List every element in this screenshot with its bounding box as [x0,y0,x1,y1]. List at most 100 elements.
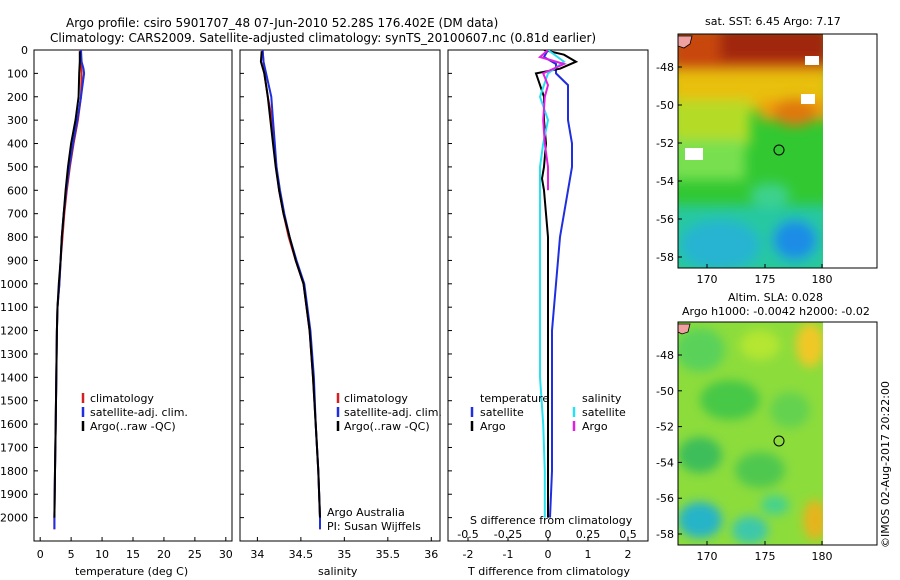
annotation-argo-australia: Argo Australia [327,506,405,519]
depth-axis: 0 100 200 300 400 500 600 700 800 900 1000 1100 1200… [0,44,452,525]
depth-tick-label: 1900 [0,488,28,501]
legend-label-argo: Argo(..raw -QC) [344,420,430,433]
annotation-pi: PI: Susan Wijffels [327,520,421,533]
sla-map-frame [677,321,878,546]
x2-tick-label: 0.5 [619,528,637,541]
map-lon-label: 170 [697,550,718,563]
header-line-2: Climatology: CARS2009. Satellite-adjuste… [50,31,596,45]
difference-salinity-axis: -0.5 -0.25 0 0.25 0.5 [457,528,636,541]
x-tick-label: 30 [219,548,233,561]
depth-tick-label: 1200 [0,325,28,338]
legend-label-satellite: satellite-adj. clim. [344,406,442,419]
series-line-argo-raw-qc- [53,51,81,518]
depth-tick-label: 1300 [0,348,28,361]
depth-tick-label: 1100 [0,301,28,314]
map-lat-label: -56 [656,213,674,226]
difference-xlabel-salinity: S difference from climatology [470,514,633,527]
map-lat-label: -54 [656,175,674,188]
legend-label-climatology: climatology [90,392,154,405]
x2-tick-label: 0.25 [576,528,601,541]
map-lat-label: -54 [656,456,674,469]
map-lat-label: -48 [656,61,674,74]
sst-map [678,34,877,268]
argo-location-marker [773,144,785,156]
difference-legend: temperature salinity satellite Argo sate… [470,392,626,433]
x-tick-label: 15 [126,548,140,561]
salinity-xlabel: salinity [318,565,358,578]
map-lon-label: 175 [755,550,776,563]
temperature-x-axis: 0 5 10 15 20 25 30 [37,537,233,561]
map-lat-label: -50 [656,99,674,112]
legend-label-t-argo: Argo [480,420,506,433]
sla-map [678,322,877,545]
temperature-panel-frame [33,49,233,542]
temperature-lines [53,50,86,530]
legend-label-satellite: satellite-adj. clim. [90,406,188,419]
map-lat-label: -52 [656,137,674,150]
x-tick-label: 5 [68,548,75,561]
x-tick-label: 0 [545,548,552,561]
legend-label-climatology: climatology [344,392,408,405]
series-line-satellite [538,50,566,518]
sla-map-axes: -48 -50 -52 -54 -56 -58 170 175 180 [656,349,832,563]
sla-map-subtitle: Argo h1000: -0.0042 h2000: -0.02 [682,305,870,318]
depth-tick-label: 0 [21,44,28,57]
difference-xlabel: T difference from climatology [467,565,630,578]
map-lat-label: -52 [656,421,674,434]
imos-credit: ©IMOS 02-Aug-2017 20:22:00 [879,381,892,548]
x-tick-label: 34 [250,548,264,561]
x-tick-label: 35 [337,548,351,561]
depth-tick-label: 300 [7,114,28,127]
legend-label-t-satellite: satellite [480,406,524,419]
map-lon-label: 180 [812,273,833,286]
map-lat-label: -56 [656,492,674,505]
depth-tick-label: 600 [7,184,28,197]
header-line-1: Argo profile: csiro 5901707_48 07-Jun-20… [66,16,498,30]
x-tick-label: 1 [585,548,592,561]
map-lat-label: -50 [656,385,674,398]
depth-tick-label: 1600 [0,418,28,431]
sst-map-title: sat. SST: 6.45 Argo: 7.17 [705,15,841,28]
legend-label-s-argo: Argo [582,420,608,433]
salinity-x-axis: 34 34.5 35 35.5 36 [250,537,438,561]
x-tick-label: 10 [95,548,109,561]
depth-tick-label: 1700 [0,441,28,454]
legend-title-salinity: salinity [582,392,622,405]
difference-lines [534,50,579,518]
depth-tick-label: 500 [7,161,28,174]
legend-label-s-satellite: satellite [582,406,626,419]
depth-tick-label: 1400 [0,371,28,384]
map-lat-label: -58 [656,251,674,264]
sst-map-axes: -48 -50 -52 -54 -56 -58 170 175 180 [656,61,832,286]
x-tick-label: 0 [37,548,44,561]
x2-tick-label: -0.5 [457,528,478,541]
temperature-xlabel: temperature (deg C) [75,565,188,578]
map-lon-label: 175 [755,273,776,286]
x-tick-label: 36 [424,548,438,561]
depth-tick-label: 1000 [0,278,28,291]
depth-tick-label: 800 [7,231,28,244]
map-lon-label: 170 [697,273,718,286]
x-tick-label: -2 [463,548,474,561]
series-line-argo-raw-qc- [259,51,321,518]
x-tick-label: -1 [503,548,514,561]
x-tick-label: 2 [625,548,632,561]
legend-label-argo: Argo(..raw -QC) [90,420,176,433]
depth-tick-label: 2000 [0,512,28,525]
x-tick-label: 25 [188,548,202,561]
temperature-legend: climatology satellite-adj. clim. Argo(..… [81,392,188,433]
depth-tick-label: 900 [7,254,28,267]
x2-tick-label: -0.25 [494,528,522,541]
depth-tick-label: 700 [7,208,28,221]
x-tick-label: 34.5 [289,548,314,561]
map-lat-label: -48 [656,349,674,362]
x2-tick-label: 0 [545,528,552,541]
salinity-legend: climatology satellite-adj. clim. Argo(..… [327,392,442,533]
legend-title-temperature: temperature [480,392,549,405]
sst-map-frame [677,33,878,269]
x-tick-label: 20 [157,548,171,561]
depth-tick-label: 100 [7,67,28,80]
x-tick-label: 35.5 [376,548,401,561]
depth-tick-label: 400 [7,138,28,151]
argo-location-marker [773,435,785,447]
